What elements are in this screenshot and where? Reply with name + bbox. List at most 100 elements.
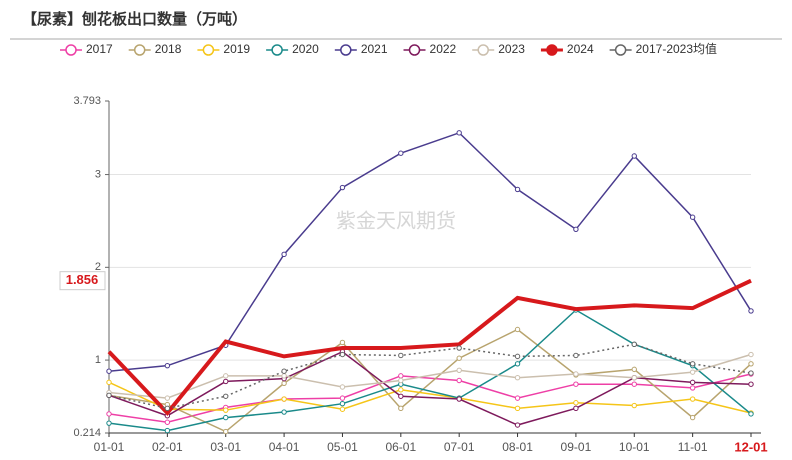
point xyxy=(456,367,462,373)
point xyxy=(631,341,637,348)
point xyxy=(631,381,637,387)
point xyxy=(106,392,112,399)
point xyxy=(398,393,404,399)
point xyxy=(164,419,171,425)
point xyxy=(398,405,404,412)
point xyxy=(631,375,637,381)
point xyxy=(689,369,696,375)
point xyxy=(106,379,112,386)
x-tick-label: 05-01 xyxy=(327,440,358,454)
legend-marker xyxy=(477,44,489,56)
legend-marker xyxy=(202,44,215,56)
legend-marker xyxy=(133,44,146,56)
point xyxy=(106,368,112,374)
point xyxy=(223,414,229,421)
point xyxy=(748,411,754,417)
legend-label: 2019 xyxy=(223,42,250,56)
series-line xyxy=(108,309,752,432)
legend-label: 2022 xyxy=(430,42,457,56)
x-tick-label: 04-01 xyxy=(269,440,300,454)
point xyxy=(223,407,229,413)
x-tick-label: 10-01 xyxy=(619,440,650,454)
point xyxy=(631,402,637,409)
legend-label: 2024 xyxy=(567,42,594,56)
point xyxy=(456,396,462,402)
point xyxy=(164,427,171,434)
point xyxy=(223,428,229,435)
x-tick-label: 12-01 xyxy=(734,439,767,454)
point xyxy=(573,381,579,387)
y-tick-label: 2 xyxy=(95,261,101,273)
point xyxy=(573,400,579,406)
point xyxy=(748,308,754,314)
point xyxy=(573,352,579,359)
legend-item[interactable]: 2021 xyxy=(334,42,388,56)
point xyxy=(689,385,696,391)
point xyxy=(456,130,462,136)
legend-item[interactable]: 2017 xyxy=(60,42,113,56)
point xyxy=(573,371,579,377)
point xyxy=(339,384,346,390)
legend-item[interactable]: 2024 xyxy=(540,42,594,56)
point xyxy=(223,373,229,379)
series-line xyxy=(107,278,752,416)
legend-item[interactable]: 2020 xyxy=(266,42,319,56)
legend-label: 2020 xyxy=(292,42,319,56)
point xyxy=(689,414,696,421)
point xyxy=(514,405,521,412)
legend-marker xyxy=(340,44,352,56)
point xyxy=(398,352,404,359)
point xyxy=(631,366,637,373)
point xyxy=(398,150,404,156)
point xyxy=(398,387,404,393)
point xyxy=(281,380,287,386)
point xyxy=(631,153,637,159)
point xyxy=(339,406,346,412)
series-line xyxy=(108,350,752,426)
point xyxy=(689,379,696,386)
legend-label: 2021 xyxy=(361,42,388,56)
point xyxy=(689,361,696,367)
point xyxy=(573,226,579,232)
x-tick-label: 03-01 xyxy=(210,440,241,454)
legend-item[interactable]: 2018 xyxy=(128,42,182,56)
series-line xyxy=(108,353,752,399)
y-tick-label: 0.214 xyxy=(73,427,101,439)
y-tick-label: 3.793 xyxy=(73,95,101,107)
point xyxy=(164,395,171,401)
legend-item[interactable]: 2017-2023均值 xyxy=(609,41,717,56)
pointer-label: 1.856 xyxy=(66,272,99,287)
point xyxy=(514,395,521,401)
pointer-box xyxy=(59,271,106,291)
point xyxy=(748,361,754,367)
series-line xyxy=(108,381,752,414)
x-tick-label: 08-01 xyxy=(502,440,533,454)
point xyxy=(164,405,171,412)
point xyxy=(514,375,521,381)
x-tick-label: 06-01 xyxy=(385,440,416,454)
legend-item[interactable]: 2022 xyxy=(403,42,457,56)
point xyxy=(339,339,346,346)
legend-marker xyxy=(546,44,558,56)
point xyxy=(164,362,171,369)
legend-item[interactable]: 2019 xyxy=(197,42,250,56)
legend-marker xyxy=(65,44,77,56)
point xyxy=(514,326,521,333)
point xyxy=(339,184,346,191)
x-tick-label: 09-01 xyxy=(561,440,592,454)
watermark: 紫金天风期货 xyxy=(336,209,456,232)
point xyxy=(281,409,287,415)
legend-label: 2017-2023均值 xyxy=(636,41,717,56)
point xyxy=(748,381,754,387)
legend-marker xyxy=(271,44,283,56)
point xyxy=(514,361,521,367)
x-tick-label: 07-01 xyxy=(444,440,475,454)
legend-item[interactable]: 2023 xyxy=(472,42,525,56)
point xyxy=(106,420,112,426)
x-tick-label: 11-01 xyxy=(678,440,708,454)
legend-label: 2018 xyxy=(155,42,182,56)
x-tick-label: 01-01 xyxy=(94,440,125,454)
y-tick-label: 3 xyxy=(95,168,101,180)
series-line xyxy=(108,343,752,410)
